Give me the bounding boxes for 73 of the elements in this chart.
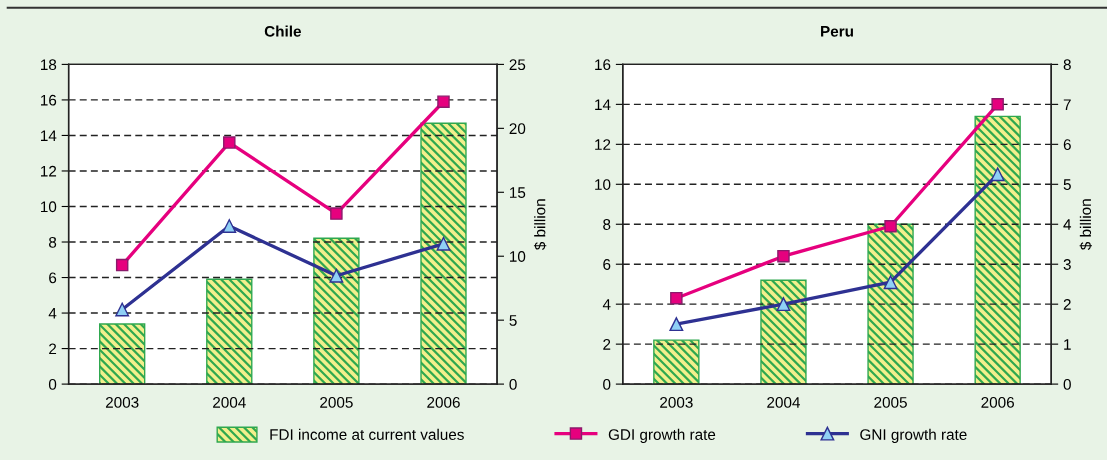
bar [653,339,700,385]
y2-tick-label: 3 [1063,259,1071,270]
y2-tick-label: 10 [510,251,526,262]
y2-tick-label: 4 [1063,219,1072,230]
y-tick-label: 12 [41,165,57,177]
y2-tick-label: 5 [509,315,517,326]
bar [867,223,914,385]
point [669,317,684,332]
y2-axis-title: $ billion [1079,199,1092,250]
y-tick-label: 4 [48,308,57,319]
x-tick-label: 2004 [767,397,800,408]
point [437,95,450,108]
y2-tick-label: 1 [1064,339,1071,350]
bar [420,122,467,385]
y2-tick-label: 0 [1063,378,1071,390]
point [777,249,790,263]
bar [206,278,253,385]
x-tick-label: 2006 [981,397,1014,408]
y-tick-label: 6 [49,272,57,284]
y-tick-label: 16 [595,59,611,71]
point [990,167,1005,182]
chart-title: Chile [264,25,301,37]
y-tick-label: 10 [41,201,57,213]
y-tick-label: 18 [41,59,57,71]
point [776,297,791,312]
point [329,268,344,283]
point [330,207,343,220]
y2-tick-label: 7 [1063,99,1071,110]
point [223,136,236,149]
point [115,302,130,317]
y-tick-label: 0 [603,378,611,390]
legend-label: FDI income at current values [270,428,464,440]
y-tick-label: 8 [603,219,611,230]
x-tick-label: 2006 [427,397,460,408]
y2-tick-label: 6 [1063,139,1071,151]
point [883,275,898,290]
x-tick-label: 2003 [105,397,139,408]
y-tick-label: 12 [595,139,611,150]
y-tick-label: 0 [48,378,57,390]
bar [98,323,146,385]
bar [760,279,807,385]
bar [974,115,1021,385]
y2-tick-label: 25 [509,59,526,71]
legend-label: GDI growth rate [608,428,716,444]
y2-tick-label: 8 [1063,59,1071,71]
y-tick-label: 2 [603,339,611,350]
y-tick-label: 10 [595,179,611,190]
y-tick-label: 6 [603,259,611,270]
x-tick-label: 2005 [320,397,353,408]
point [670,291,683,305]
point [884,219,897,233]
chart-title: Peru [821,26,853,37]
legend-label: GNI growth rate [860,428,967,444]
y-tick-label: 14 [595,99,611,110]
y-tick-label: 8 [49,236,57,248]
y2-tick-label: 20 [509,123,526,135]
y2-tick-label: 0 [509,378,517,390]
x-tick-label: 2004 [213,397,246,408]
x-tick-label: 2005 [874,397,907,408]
x-tick-label: 2003 [660,397,693,408]
y2-tick-label: 5 [1063,179,1071,190]
y-tick-label: 16 [41,94,57,106]
bar [313,237,360,385]
y-tick-label: 14 [41,130,57,141]
y2-axis-title: $ billion [533,199,547,250]
point [436,236,451,251]
point [991,98,1004,111]
y2-tick-label: 2 [1063,299,1071,310]
y-tick-label: 4 [602,299,611,310]
y-tick-label: 2 [49,343,57,355]
point [222,219,237,233]
y2-tick-label: 15 [510,187,526,198]
point [115,258,129,272]
